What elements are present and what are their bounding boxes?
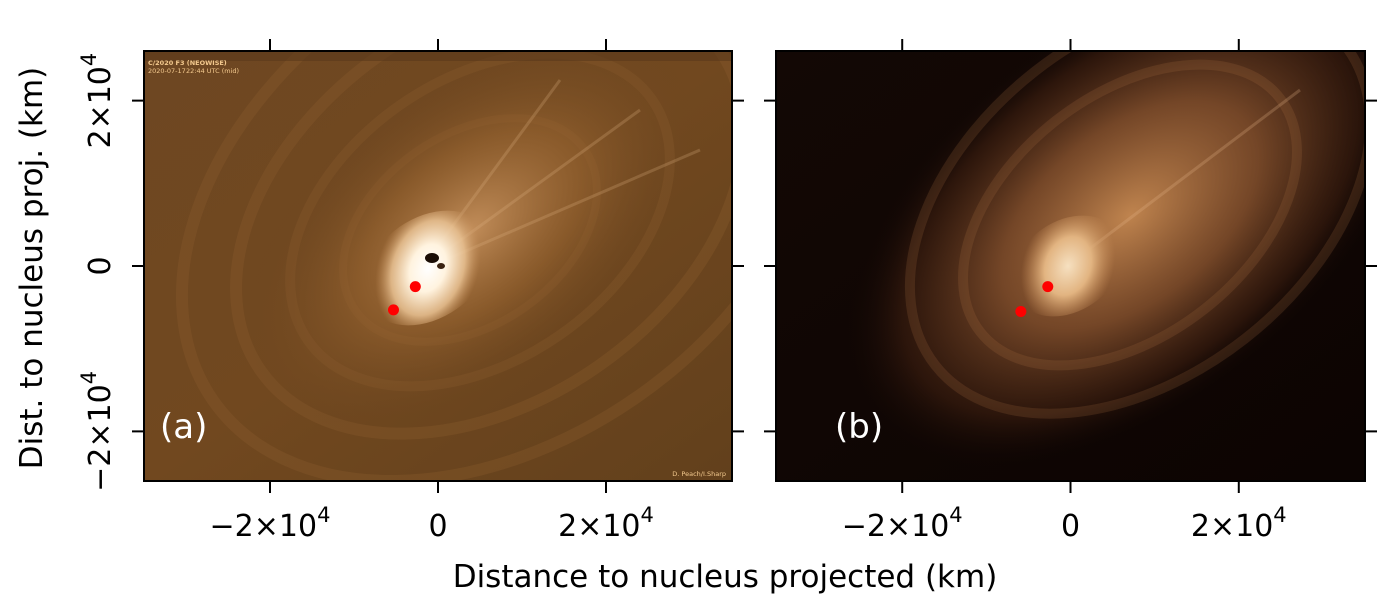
panel-label-a: (a): [160, 407, 207, 447]
x-tick-label: 0: [1061, 509, 1080, 544]
nucleus-marker-b-1: [1042, 281, 1054, 293]
x-tick-label: 2×104: [1191, 503, 1287, 544]
x-tick-label: −2×104: [842, 503, 963, 544]
nucleus-marker-b-2: [1015, 305, 1027, 317]
nucleus-marker-a-2: [387, 304, 399, 316]
overlay-credit: D. Peach/I.Sharp: [672, 470, 726, 478]
panel-label-b: (b): [835, 407, 883, 447]
nucleus-marker-a-1: [409, 281, 421, 293]
panel-a-observation: C/2020 F3 (NEOWISE) 2020-07-17 22:44 UTC…: [143, 50, 733, 482]
x-axis-title: Distance to nucleus projected (km): [453, 559, 998, 594]
axes-layer: −2×104 0 2×104 −2×104 0 2×104 2×104 0 −2×104: [77, 39, 1377, 544]
overlay-comet-title: C/2020 F3 (NEOWISE): [148, 59, 227, 67]
overlay-time: 22:44 UTC (mid): [186, 67, 239, 75]
y-tick-label: −2×104: [77, 371, 118, 492]
x-tick-label: −2×104: [210, 503, 331, 544]
y-axis-title: Dist. to nucleus proj. (km): [14, 67, 50, 470]
y-tick-label: 2×104: [77, 53, 118, 149]
x-tick-label: 0: [428, 509, 447, 544]
overlay-date: 2020-07-17: [148, 67, 186, 75]
x-tick-label: 2×104: [558, 503, 654, 544]
y-tick-label: 0: [83, 256, 118, 275]
marker-layer: [387, 281, 1054, 317]
panel-b-simulation: (b): [775, 50, 1366, 482]
